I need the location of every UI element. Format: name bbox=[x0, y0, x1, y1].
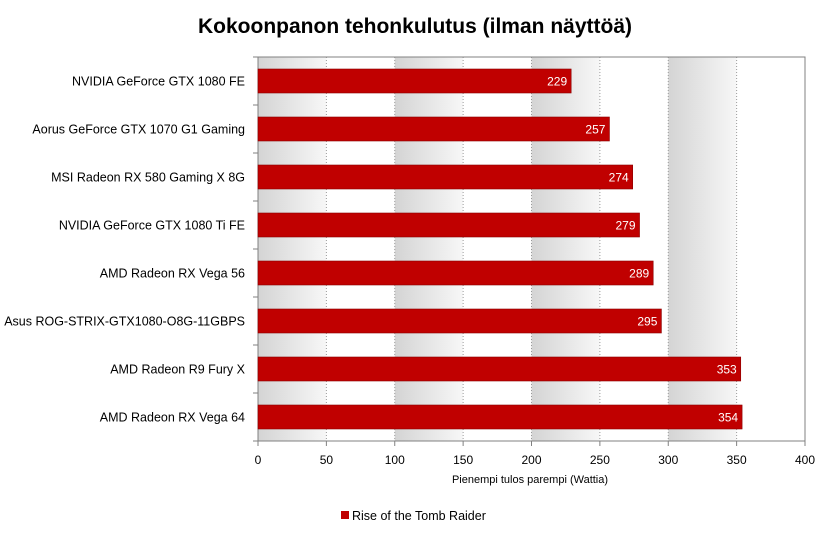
x-axis-ticks: 0 50 100 150 200 250 300 350 400 bbox=[253, 56, 815, 467]
category-label: Asus ROG-STRIX-GTX1080-O8G-11GBPS bbox=[4, 315, 245, 329]
category-label: Aorus GeForce GTX 1070 G1 Gaming bbox=[32, 123, 245, 137]
x-tick-label: 250 bbox=[590, 453, 610, 467]
bar-value-label: 295 bbox=[637, 315, 657, 329]
category-label: NVIDIA GeForce GTX 1080 FE bbox=[72, 75, 245, 89]
bar-series bbox=[257, 68, 743, 430]
legend-label: Rise of the Tomb Raider bbox=[352, 509, 486, 523]
category-label: AMD Radeon RX Vega 64 bbox=[100, 411, 245, 425]
category-label: AMD Radeon RX Vega 56 bbox=[100, 267, 245, 281]
bar bbox=[257, 404, 743, 430]
bar-value-label: 274 bbox=[609, 171, 629, 185]
bar bbox=[257, 68, 572, 94]
bar-value-label: 279 bbox=[616, 219, 636, 233]
category-label: AMD Radeon R9 Fury X bbox=[110, 363, 245, 377]
bar-value-label: 354 bbox=[718, 411, 738, 425]
category-labels: NVIDIA GeForce GTX 1080 FE Aorus GeForce … bbox=[4, 75, 245, 425]
bar bbox=[257, 260, 654, 286]
legend-swatch bbox=[341, 511, 349, 519]
x-tick-label: 50 bbox=[320, 453, 334, 467]
x-tick-label: 400 bbox=[795, 453, 815, 467]
background-band bbox=[668, 57, 737, 441]
data-labels: 229 257 274 279 289 295 353 354 bbox=[547, 75, 738, 425]
bar-value-label: 257 bbox=[585, 123, 605, 137]
x-tick-label: 150 bbox=[453, 453, 473, 467]
x-tick-label: 350 bbox=[727, 453, 747, 467]
bar-value-label: 229 bbox=[547, 75, 567, 89]
category-label: NVIDIA GeForce GTX 1080 Ti FE bbox=[59, 219, 245, 233]
x-tick-label: 300 bbox=[658, 453, 678, 467]
bar bbox=[257, 356, 742, 382]
plot-area: 229 257 274 279 289 295 353 354 NVIDIA GeForce … bbox=[4, 56, 815, 467]
legend: Rise of the Tomb Raider bbox=[341, 509, 486, 523]
x-axis-title: Pienempi tulos parempi (Wattia) bbox=[452, 474, 608, 486]
bar bbox=[257, 116, 610, 142]
bar bbox=[257, 164, 633, 190]
category-label: MSI Radeon RX 580 Gaming X 8G bbox=[51, 171, 245, 185]
background-band bbox=[394, 57, 464, 441]
bar-value-label: 289 bbox=[629, 267, 649, 281]
x-tick-label: 0 bbox=[255, 453, 262, 467]
bar bbox=[257, 212, 640, 238]
background-band bbox=[531, 57, 600, 441]
bar bbox=[257, 308, 662, 334]
x-tick-label: 200 bbox=[521, 453, 541, 467]
chart-title: Kokoonpanon tehonkulutus (ilman näyttöä) bbox=[198, 15, 632, 38]
background-bands bbox=[258, 57, 737, 441]
bar-value-label: 353 bbox=[717, 363, 737, 377]
x-tick-label: 100 bbox=[385, 453, 405, 467]
background-band bbox=[258, 57, 327, 441]
